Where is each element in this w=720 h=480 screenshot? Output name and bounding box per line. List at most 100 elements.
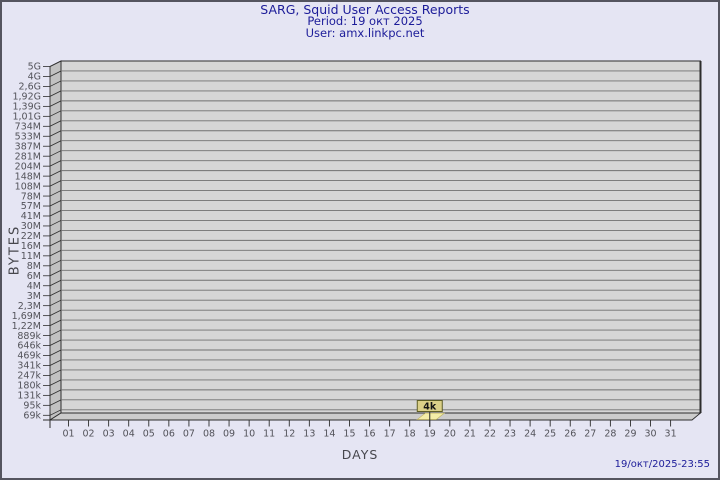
y-tick-slant bbox=[49, 279, 62, 287]
y-tick-label: 148M bbox=[15, 171, 41, 182]
y-tick-label: 95k bbox=[23, 401, 41, 412]
y-tick-label: 41M bbox=[21, 211, 41, 222]
x-tick-label: 13 bbox=[303, 429, 315, 440]
y-tick-slant bbox=[49, 369, 62, 376]
y-tick-slant bbox=[49, 319, 62, 326]
x-tick-label: 26 bbox=[564, 429, 576, 440]
y-tick-slant bbox=[49, 60, 62, 67]
y-tick-label: 1,22M bbox=[12, 321, 41, 332]
x-tick-label: 17 bbox=[384, 429, 396, 440]
y-tick-label: 57M bbox=[21, 201, 41, 212]
bar-value-label: 4k bbox=[423, 402, 437, 413]
x-tick-label: 20 bbox=[444, 429, 456, 440]
y-tick-label: 8M bbox=[27, 261, 41, 272]
y-tick-label: 22M bbox=[21, 231, 41, 242]
report-header: SARG, Squid User Access Reports Period: … bbox=[10, 3, 720, 39]
x-tick-label: 19 bbox=[424, 429, 436, 440]
x-tick-label: 11 bbox=[263, 429, 275, 440]
y-tick-label: 108M bbox=[15, 181, 41, 192]
y-tick-label: 734M bbox=[15, 121, 41, 132]
y-tick-label: 1,69M bbox=[12, 311, 41, 322]
y-tick-slant bbox=[49, 190, 62, 197]
x-tick-label: 29 bbox=[624, 429, 636, 440]
y-tick-slant bbox=[49, 259, 62, 267]
x-tick-label: 07 bbox=[183, 429, 195, 440]
x-tick-label: 18 bbox=[404, 429, 416, 440]
x-tick-label: 16 bbox=[364, 429, 376, 440]
y-tick-slant bbox=[49, 100, 62, 107]
y-tick-slant bbox=[49, 220, 62, 227]
x-tick-label: 04 bbox=[123, 429, 135, 440]
y-tick-label: 2,6G bbox=[19, 82, 41, 93]
y-tick-label: 281M bbox=[15, 151, 41, 162]
y-tick-label: 1,01G bbox=[12, 112, 41, 123]
y-tick-slant bbox=[49, 200, 62, 207]
y-tick-slant bbox=[49, 249, 62, 257]
y-tick-slant bbox=[49, 339, 62, 346]
y-tick-slant bbox=[49, 329, 62, 336]
y-tick-label: 78M bbox=[21, 191, 41, 202]
x-tick-label: 03 bbox=[103, 429, 115, 440]
x-tick-label: 12 bbox=[283, 429, 295, 440]
x-tick-label: 14 bbox=[323, 429, 335, 440]
x-tick-label: 31 bbox=[665, 429, 677, 440]
y-tick-slant bbox=[49, 409, 62, 416]
y-tick-label: 6M bbox=[27, 271, 41, 282]
x-tick-label: 10 bbox=[243, 429, 255, 440]
y-tick-label: 69k bbox=[23, 411, 41, 422]
y-tick-label: 533M bbox=[15, 131, 41, 142]
x-axis-title: DAYS bbox=[341, 447, 379, 462]
y-tick-slant bbox=[49, 70, 62, 77]
y-tick-slant bbox=[49, 170, 62, 177]
y-tick-slant bbox=[49, 130, 62, 137]
y-tick-slant bbox=[49, 80, 62, 87]
chart-wall bbox=[49, 60, 62, 421]
y-tick-label: 3M bbox=[27, 291, 41, 302]
y-tick-label: 11M bbox=[21, 251, 41, 262]
y-tick-slant bbox=[49, 379, 62, 386]
y-axis-title: BYTES bbox=[7, 224, 23, 276]
y-tick-label: 889k bbox=[17, 331, 41, 342]
y-tick-label: 341k bbox=[17, 361, 41, 372]
x-tick-label: 02 bbox=[83, 429, 95, 440]
x-tick-label: 25 bbox=[544, 429, 556, 440]
x-tick-label: 05 bbox=[143, 429, 155, 440]
y-tick-label: 2,3M bbox=[18, 301, 41, 312]
y-tick-slant bbox=[49, 349, 62, 356]
y-tick-label: 4M bbox=[27, 281, 41, 292]
y-tick-slant bbox=[49, 289, 62, 297]
y-tick-label: 131k bbox=[17, 391, 41, 402]
x-tick-label: 15 bbox=[343, 429, 355, 440]
y-tick-label: 387M bbox=[15, 141, 41, 152]
x-tick-label: 24 bbox=[524, 429, 536, 440]
y-tick-slant bbox=[49, 140, 62, 147]
y-tick-label: 469k bbox=[17, 351, 41, 362]
report-period: Period: 19 окт 2025 bbox=[307, 14, 423, 28]
y-tick-slant bbox=[49, 240, 62, 247]
y-tick-label: 646k bbox=[17, 341, 41, 352]
y-tick-slant bbox=[49, 160, 62, 167]
y-tick-label: 4G bbox=[28, 72, 41, 83]
y-tick-slant bbox=[49, 269, 62, 277]
x-tick-label: 23 bbox=[504, 429, 516, 440]
x-tick-label: 08 bbox=[203, 429, 215, 440]
y-tick-label: 30M bbox=[21, 221, 41, 232]
x-tick-label: 21 bbox=[464, 429, 476, 440]
y-tick-slant bbox=[49, 120, 62, 127]
y-tick-slant bbox=[49, 230, 62, 237]
chart-floor bbox=[48, 412, 702, 421]
y-tick-label: 1,39G bbox=[12, 102, 41, 113]
y-tick-label: 16M bbox=[21, 241, 41, 252]
x-tick-label: 01 bbox=[62, 429, 74, 440]
y-tick-slant bbox=[49, 309, 62, 317]
bar-value-label-box bbox=[416, 400, 443, 412]
y-tick-label: 1,92G bbox=[12, 92, 41, 103]
y-tick-slant bbox=[49, 90, 62, 97]
y-tick-label: 5G bbox=[28, 62, 41, 73]
y-tick-slant bbox=[49, 150, 62, 157]
y-tick-label: 180k bbox=[17, 381, 41, 392]
y-tick-slant bbox=[49, 359, 62, 366]
generation-timestamp: 19/окт/2025-23:55 bbox=[614, 459, 710, 470]
